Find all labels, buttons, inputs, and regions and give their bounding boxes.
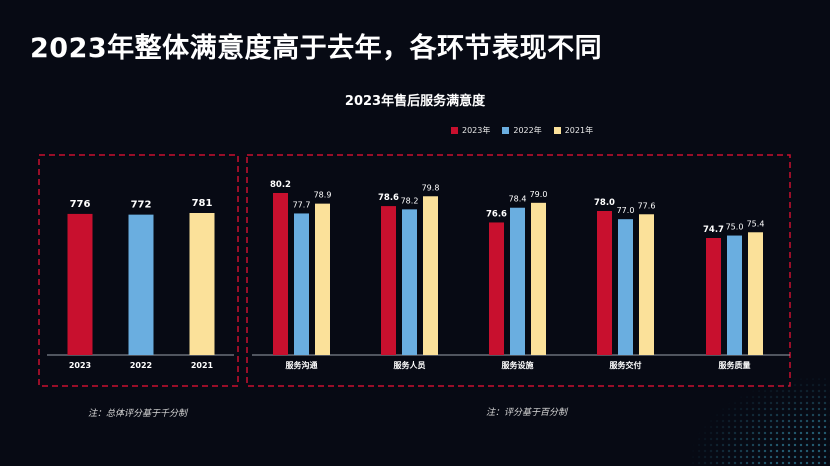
value-label-服务人员-2021年: 79.8 [422,183,440,192]
value-label-服务质量-2022年: 75.0 [726,223,744,232]
dimension-chart-note: 注：评分基于百分制 [486,408,568,418]
overall-chart-note: 注：总体评分基于千分制 [88,409,188,419]
legend-swatch-2021 [553,127,561,134]
tick-label-服务质量: 服务质量 [719,360,751,370]
tick-label-服务沟通: 服务沟通 [286,360,318,370]
overall-bar-2023 [67,213,93,355]
legend-swatch-2022 [502,127,510,134]
dimension-score-chart: 80.2 77.778.9 服务沟通 78.6 78.279.8 服务人员 76.678.4… [252,180,790,370]
value-label-服务设施-2023年: 76.6 [486,209,507,219]
page-title: 2023年整体满意度高于去年，各环节表现不同 [30,33,603,64]
overall-value-label-2022: 772 [131,200,152,211]
bar-服务设施-2023年 [489,222,504,355]
overall-bar-2022 [128,214,154,355]
bar-服务质量-2021年 [748,232,763,355]
overall-value-label-2023: 776 [70,199,91,210]
bar-服务设施-2022年 [510,207,525,355]
value-label-服务沟通-2021年: 78.9 [314,191,332,200]
bar-服务人员-2023年 [381,206,396,355]
value-label-服务质量-2021年: 75.4 [747,219,765,228]
decorative-dot-pattern [690,376,830,466]
bar-服务沟通-2023年 [273,193,288,355]
bar-服务人员-2022年 [402,209,417,355]
value-label-服务交付-2022年: 77.0 [617,206,635,215]
overall-tick-label-2022: 2022 [130,361,152,370]
bar-服务沟通-2021年 [315,203,330,355]
value-label-服务质量-2023年: 74.7 [703,225,724,235]
legend-item-2023: 2023年 [451,125,490,136]
value-label-服务人员-2022年: 78.2 [401,196,419,205]
value-label-服务人员-2023年: 78.6 [378,193,399,203]
value-label-服务交付-2021年: 77.6 [638,201,656,210]
bar-服务交付-2021年 [639,214,654,355]
bar-服务人员-2021年 [423,196,438,355]
value-label-服务交付-2023年: 78.0 [594,198,615,208]
legend-item-2021: 2021年 [553,125,594,136]
value-label-服务设施-2022年: 78.4 [509,195,527,204]
overall-tick-label-2021: 2021 [191,361,214,370]
bar-服务交付-2023年 [597,211,612,355]
tick-label-服务设施: 服务设施 [502,360,534,370]
value-label-服务沟通-2023年: 80.2 [270,180,291,190]
bar-服务交付-2022年 [618,219,633,355]
overall-tick-label-2023: 2023 [69,361,91,370]
legend-label-2022: 2022年 [513,126,542,135]
overall-bar-2021 [189,213,215,355]
dimension-chart-frame [246,154,791,387]
legend-swatch-2023 [451,127,458,134]
tick-label-服务交付: 服务交付 [610,360,642,370]
bar-服务质量-2022年 [727,235,742,355]
overall-chart-frame [38,154,239,387]
bar-服务质量-2023年 [706,238,721,355]
tick-label-服务人员: 服务人员 [394,360,426,370]
legend-label-2023: 2023年 [462,126,491,135]
bar-服务设施-2021年 [531,202,546,355]
overall-value-label-2021: 781 [192,198,213,209]
bar-服务沟通-2022年 [294,213,309,355]
legend-label-2021: 2021年 [564,126,594,135]
chart-title: 2023年售后服务满意度 [344,94,486,109]
legend-item-2022: 2022年 [502,125,542,136]
overall-score-chart: 776 2023 772 2022 781 2021 [47,198,234,370]
chart-legend: 2023年 2022年 2021年 [451,125,593,136]
value-label-服务设施-2021年: 79.0 [530,190,548,199]
value-label-服务沟通-2022年: 77.7 [293,200,311,209]
